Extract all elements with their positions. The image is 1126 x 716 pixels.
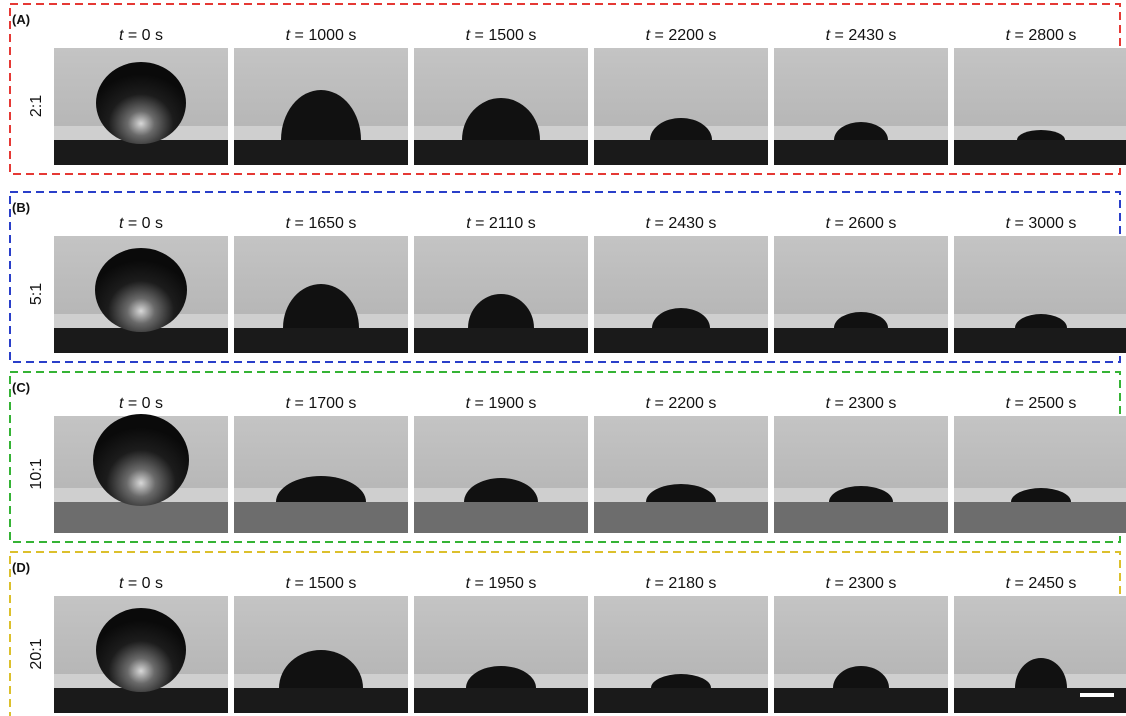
scale-bar bbox=[1080, 693, 1114, 697]
substrate bbox=[414, 688, 588, 713]
frame-image bbox=[594, 596, 768, 713]
time-label: t = 2450 s bbox=[1006, 575, 1077, 592]
frame-image bbox=[954, 236, 1126, 353]
ratio-label: 2:1 bbox=[28, 95, 45, 117]
time-label: t = 2300 s bbox=[826, 575, 897, 592]
substrate bbox=[954, 688, 1126, 713]
frame-image bbox=[594, 416, 768, 533]
frame-image bbox=[54, 48, 228, 165]
time-label: t = 1500 s bbox=[286, 575, 357, 592]
frame-image bbox=[774, 48, 948, 165]
substrate bbox=[234, 328, 408, 353]
substrate bbox=[774, 328, 948, 353]
substrate bbox=[774, 688, 948, 713]
droplet bbox=[96, 608, 186, 692]
time-label: t = 0 s bbox=[119, 215, 163, 232]
time-label: t = 2600 s bbox=[826, 215, 897, 232]
panel: (B) 5:1 t = 0 s t = 1650 s t = 2110 s t = 243… bbox=[10, 192, 1126, 362]
substrate bbox=[954, 328, 1126, 353]
substrate bbox=[774, 140, 948, 165]
frame-image bbox=[234, 48, 408, 165]
time-label: t = 3000 s bbox=[1006, 215, 1077, 232]
frame-image bbox=[54, 236, 228, 353]
substrate bbox=[414, 502, 588, 533]
panel: (C) 10:1 t = 0 s t = 1700 s t = 1900 s t = 22… bbox=[10, 372, 1126, 542]
time-label: t = 2500 s bbox=[1006, 395, 1077, 412]
substrate bbox=[594, 688, 768, 713]
ratio-label: 5:1 bbox=[28, 283, 45, 305]
time-label: t = 0 s bbox=[119, 27, 163, 44]
frame-image bbox=[234, 236, 408, 353]
ratio-label: 10:1 bbox=[28, 458, 45, 489]
substrate bbox=[954, 140, 1126, 165]
panel-label: (A) bbox=[12, 12, 30, 27]
frame-image bbox=[594, 48, 768, 165]
frame-image bbox=[414, 596, 588, 713]
time-label: t = 1700 s bbox=[286, 395, 357, 412]
frame-image bbox=[54, 414, 228, 533]
time-label: t = 2180 s bbox=[646, 575, 717, 592]
frame-image bbox=[954, 48, 1126, 165]
time-label: t = 1900 s bbox=[466, 395, 537, 412]
time-label: t = 0 s bbox=[119, 395, 163, 412]
substrate bbox=[594, 502, 768, 533]
time-label: t = 0 s bbox=[119, 575, 163, 592]
substrate bbox=[414, 328, 588, 353]
time-label: t = 1500 s bbox=[466, 27, 537, 44]
substrate bbox=[774, 502, 948, 533]
frame-image bbox=[774, 236, 948, 353]
frame-image bbox=[774, 416, 948, 533]
ratio-label: 20:1 bbox=[28, 638, 45, 669]
frame-image bbox=[54, 596, 228, 713]
substrate bbox=[954, 502, 1126, 533]
time-label: t = 1950 s bbox=[466, 575, 537, 592]
substrate bbox=[234, 502, 408, 533]
frame-image bbox=[234, 596, 408, 713]
time-label: t = 2110 s bbox=[466, 215, 536, 232]
panel-label: (D) bbox=[12, 560, 30, 575]
frame-image bbox=[594, 236, 768, 353]
substrate bbox=[594, 140, 768, 165]
droplet bbox=[95, 248, 187, 332]
substrate bbox=[54, 502, 228, 533]
time-label: t = 2430 s bbox=[646, 215, 717, 232]
substrate bbox=[414, 140, 588, 165]
frame-image bbox=[954, 416, 1126, 533]
time-label: t = 2800 s bbox=[1006, 27, 1077, 44]
figure: (A) 2:1 t = 0 s t = 1000 s t = 1500 s t = 220… bbox=[0, 0, 1126, 716]
time-label: t = 2200 s bbox=[646, 395, 717, 412]
substrate bbox=[234, 688, 408, 713]
time-label: t = 1000 s bbox=[286, 27, 357, 44]
time-label: t = 2430 s bbox=[826, 27, 897, 44]
time-label: t = 2300 s bbox=[826, 395, 897, 412]
time-label: t = 1650 s bbox=[286, 215, 357, 232]
droplet bbox=[93, 414, 189, 506]
frame-image bbox=[774, 596, 948, 713]
time-label: t = 2200 s bbox=[646, 27, 717, 44]
panel-label: (B) bbox=[12, 200, 30, 215]
panel: (D) 20:1 t = 0 s t = 1500 s t = 1950 s t = 21… bbox=[10, 552, 1126, 716]
frame-image bbox=[234, 416, 408, 533]
frame-image bbox=[414, 48, 588, 165]
panel-label: (C) bbox=[12, 380, 30, 395]
frame-image bbox=[414, 416, 588, 533]
frame-image bbox=[414, 236, 588, 353]
droplet bbox=[96, 62, 186, 144]
substrate bbox=[594, 328, 768, 353]
substrate bbox=[234, 140, 408, 165]
panel: (A) 2:1 t = 0 s t = 1000 s t = 1500 s t = 220… bbox=[10, 4, 1126, 174]
